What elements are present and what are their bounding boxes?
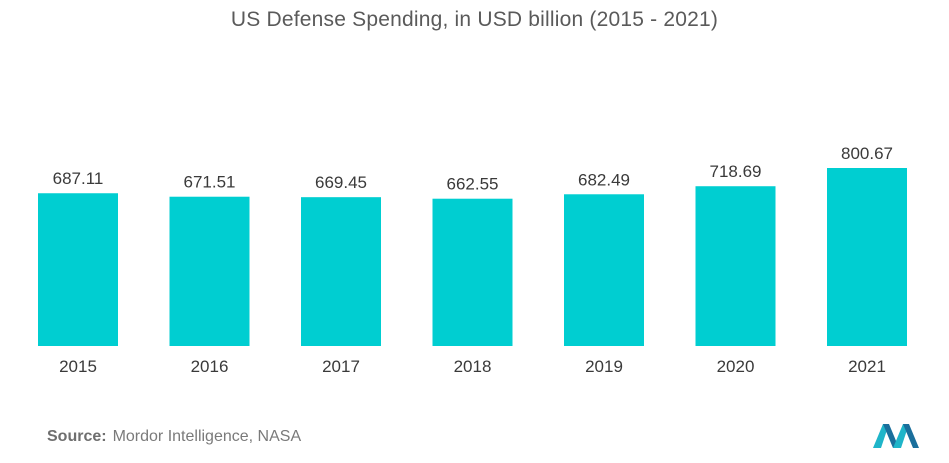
bar-2017 [301, 197, 381, 346]
bar-2016 [169, 196, 250, 346]
source-label: Source: [47, 428, 107, 445]
value-label-2016: 671.51 [184, 173, 236, 192]
value-label-2019: 682.49 [578, 170, 630, 189]
value-label-2017: 669.45 [315, 173, 367, 192]
chart-title: US Defense Spending, in USD billion (201… [230, 8, 719, 31]
source-text: Mordor Intelligence, NASA [112, 428, 302, 445]
x-tick-2020: 2020 [717, 357, 755, 376]
bar-2019 [564, 194, 644, 346]
bar-2015 [38, 193, 118, 346]
value-label-2021: 800.67 [841, 144, 893, 163]
bar-2018 [432, 198, 513, 346]
source-note: Source: Mordor Intelligence, NASA [47, 428, 301, 446]
value-label-2015: 687.11 [53, 169, 104, 188]
x-tick-2019: 2019 [585, 357, 623, 376]
x-tick-2021: 2021 [848, 357, 886, 376]
x-tick-2018: 2018 [454, 357, 492, 376]
value-label-2018: 662.55 [447, 175, 499, 194]
bar-2020 [695, 186, 776, 346]
x-tick-2016: 2016 [191, 357, 229, 376]
mordor-intelligence-logo-icon [873, 424, 919, 448]
value-label-2020: 718.69 [710, 162, 762, 181]
x-tick-2015: 2015 [59, 357, 97, 376]
x-tick-2017: 2017 [322, 357, 360, 376]
bar-2021 [827, 168, 907, 346]
